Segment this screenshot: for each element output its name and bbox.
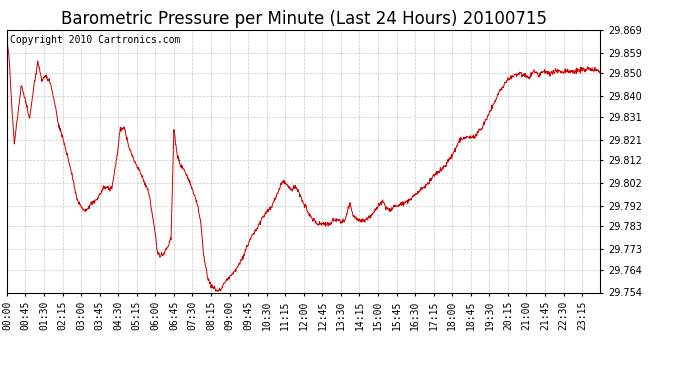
Text: Copyright 2010 Cartronics.com: Copyright 2010 Cartronics.com	[10, 35, 180, 45]
Title: Barometric Pressure per Minute (Last 24 Hours) 20100715: Barometric Pressure per Minute (Last 24 …	[61, 10, 546, 28]
